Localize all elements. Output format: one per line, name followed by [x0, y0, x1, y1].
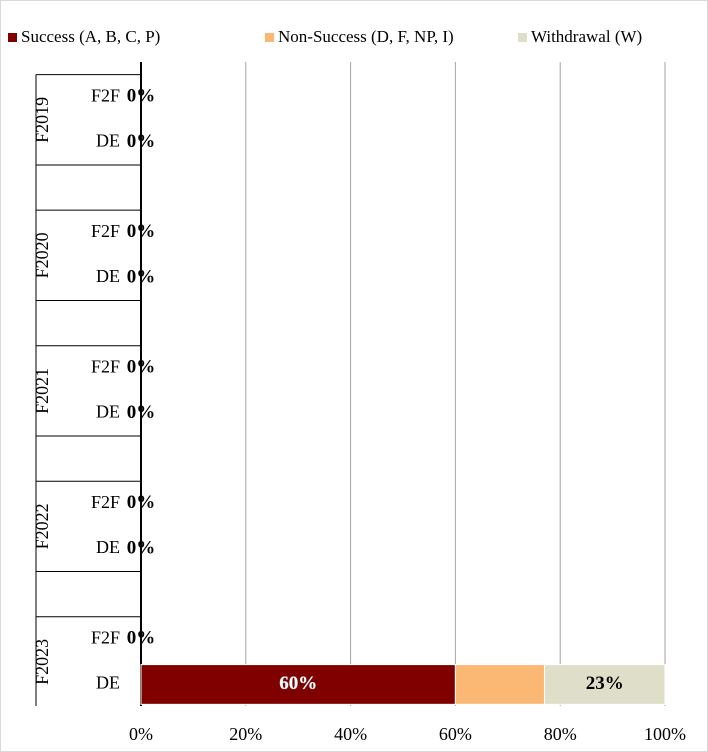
data-label: 0%	[127, 221, 156, 242]
category-label: DE	[96, 266, 120, 286]
legend-swatch	[8, 33, 17, 42]
bar-segment	[140, 664, 456, 705]
group-label: F2022	[32, 503, 52, 549]
category-label: DE	[96, 402, 120, 422]
data-label: 0%	[127, 357, 156, 378]
bar-segment	[454, 664, 545, 705]
group-label: F2021	[32, 368, 52, 414]
x-tick-label: 40%	[334, 724, 367, 744]
category-label: F2F	[91, 85, 120, 105]
bar-segment	[543, 664, 666, 705]
data-label: 0%	[127, 492, 156, 513]
group-label: F2020	[32, 232, 52, 278]
data-label: 23%	[586, 673, 624, 694]
category-label: F2F	[91, 492, 120, 512]
group-label: F2023	[32, 639, 52, 685]
legend-swatch	[518, 33, 527, 42]
data-label: 0%	[127, 628, 156, 649]
legend-label: Withdrawal (W)	[531, 27, 642, 46]
legend-swatch	[265, 33, 274, 42]
category-label: F2F	[91, 627, 120, 647]
x-tick-label: 0%	[129, 724, 153, 744]
legend-label: Non-Success (D, F, NP, I)	[278, 27, 454, 46]
category-label: F2F	[91, 356, 120, 376]
data-label: 0%	[127, 537, 156, 558]
data-label: 0%	[127, 266, 156, 287]
data-label: 0%	[127, 131, 156, 152]
x-tick-label: 80%	[544, 724, 577, 744]
category-label: DE	[96, 131, 120, 151]
category-label: DE	[96, 673, 120, 693]
category-label: DE	[96, 537, 120, 557]
data-label: 0%	[127, 402, 156, 423]
group-label: F2019	[32, 97, 52, 143]
data-label: 0%	[127, 86, 156, 107]
x-tick-label: 100%	[644, 724, 686, 744]
x-tick-label: 60%	[439, 724, 472, 744]
legend-label: Success (A, B, C, P)	[21, 27, 160, 46]
x-tick-label: 20%	[229, 724, 262, 744]
category-label: F2F	[91, 221, 120, 241]
data-label: 60%	[279, 673, 317, 694]
